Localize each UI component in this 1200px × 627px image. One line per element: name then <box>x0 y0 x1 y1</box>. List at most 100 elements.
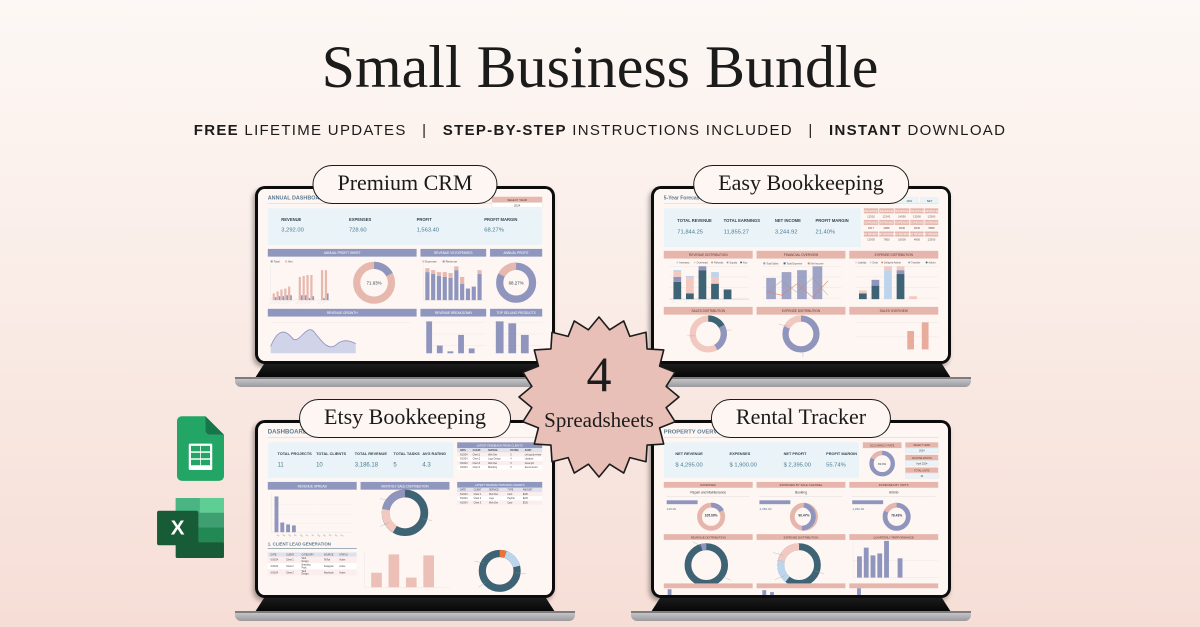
svg-text:DATE: DATE <box>460 449 466 452</box>
svg-text:Revenue: Revenue <box>446 259 458 263</box>
svg-text:11,855.27: 11,855.27 <box>724 229 749 235</box>
svg-text:2024: 2024 <box>919 450 925 453</box>
svg-text:REVENUE: REVENUE <box>281 217 301 222</box>
svg-text:REVENUE GROWTH: REVENUE GROWTH <box>327 311 358 315</box>
svg-text:Instagram: Instagram <box>324 565 334 568</box>
svg-text:Expense: Expense <box>425 259 437 263</box>
svg-text:Total Expense: Total Expense <box>787 262 803 265</box>
svg-text:3,186.18: 3,186.18 <box>355 462 379 468</box>
svg-text:$ 1,900.00: $ 1,900.00 <box>729 462 756 468</box>
svg-text:Debt: Debt <box>873 262 879 265</box>
svg-text:AVG RATING: AVG RATING <box>422 452 446 456</box>
svg-text:Airbnb: Airbnb <box>889 491 899 495</box>
svg-text:6/10/24: 6/10/24 <box>460 502 468 504</box>
svg-text:REVENUE: REVENUE <box>925 209 939 213</box>
svg-text:Client 4: Client 4 <box>473 466 481 469</box>
svg-text:REVENUE VS EXPENSES: REVENUE VS EXPENSES <box>434 251 472 255</box>
svg-text:Branding: Branding <box>488 466 498 469</box>
svg-text:Web: Web <box>302 571 307 573</box>
svg-text:CLIENT: CLIENT <box>286 554 295 556</box>
svg-text:$ 2,395.00: $ 2,395.00 <box>784 462 811 468</box>
svg-text:12930: 12930 <box>867 238 875 242</box>
svg-text:10: 10 <box>316 462 323 468</box>
svg-text:145.00: 145.00 <box>667 507 677 511</box>
svg-text:PROFIT MARGIN: PROFIT MARGIN <box>484 217 517 222</box>
svg-text:Client 1: Client 1 <box>474 493 482 496</box>
svg-text:SALES DISTRIBUTION: SALES DISTRIBUTION <box>691 309 725 313</box>
svg-text:PROFIT: PROFIT <box>417 217 433 222</box>
svg-text:10500: 10500 <box>898 238 906 242</box>
svg-text:TOTAL TASKS: TOTAL TASKS <box>393 452 420 456</box>
svg-text:6/10/24: 6/10/24 <box>460 467 468 469</box>
svg-text:NET INCOME: NET INCOME <box>775 218 801 223</box>
svg-text:TOTAL CLIENTS: TOTAL CLIENTS <box>316 452 346 456</box>
svg-text:12510: 12510 <box>867 215 875 219</box>
svg-text:EXPENSE DISTRIBUTION: EXPENSE DISTRIBUTION <box>875 253 914 257</box>
svg-text:68.27%: 68.27% <box>484 228 504 234</box>
svg-text:Design: Design <box>302 561 310 563</box>
svg-text:$310: $310 <box>523 502 529 504</box>
svg-text:Logo: Logo <box>489 498 495 500</box>
svg-text:ANNUAL PROFIT SHEET: ANNUAL PROFIT SHEET <box>324 251 361 255</box>
svg-text:MONTHLY SALE DISTRIBUTION: MONTHLY SALE DISTRIBUTION <box>381 484 429 488</box>
svg-text:Facebook: Facebook <box>324 572 335 574</box>
svg-text:SET: SET <box>927 199 933 203</box>
svg-text:1,290.00: 1,290.00 <box>852 507 864 511</box>
svg-text:6/10/24: 6/10/24 <box>271 566 279 568</box>
svg-text:TOTAL UNITS: TOTAL UNITS <box>914 469 930 472</box>
svg-text:NET REVENUE: NET REVENUE <box>923 233 940 236</box>
svg-text:SELECT YEAR: SELECT YEAR <box>914 444 931 447</box>
svg-text:Logo Design: Logo Design <box>488 459 501 461</box>
svg-text:728.60: 728.60 <box>349 228 367 234</box>
svg-text:5-Year Forecast: 5-Year Forecast <box>664 196 702 202</box>
svg-text:SOURCE: SOURCE <box>324 554 334 556</box>
svg-text:REVENUE DISTRIBUTION: REVENUE DISTRIBUTION <box>689 253 728 257</box>
svg-text:EXPENSE DISTRIBUTION: EXPENSE DISTRIBUTION <box>782 309 821 313</box>
svg-text:11: 11 <box>277 462 284 468</box>
svg-text:5888: 5888 <box>928 226 935 230</box>
svg-text:REVENUE: REVENUE <box>895 209 909 213</box>
svg-text:LATEST TRANSACTION WITH CLIENT: LATEST TRANSACTION WITH CLIENTS <box>475 483 525 487</box>
svg-text:12500: 12500 <box>913 215 921 219</box>
svg-text:3,244.92: 3,244.92 <box>775 229 798 235</box>
svg-text:6/10/24: 6/10/24 <box>460 498 468 500</box>
svg-text:LATEST FEEDBACK FROM CLIENTS: LATEST FEEDBACK FROM CLIENTS <box>477 443 523 447</box>
svg-text:105.00%: 105.00% <box>705 514 718 518</box>
svg-text:Net: Net <box>288 259 293 263</box>
svg-text:4840: 4840 <box>914 226 921 230</box>
svg-text:Web Dev: Web Dev <box>489 502 499 504</box>
svg-text:$220: $220 <box>523 498 529 500</box>
svg-text:AMOUNT: AMOUNT <box>523 489 533 492</box>
svg-text:Active: Active <box>339 571 346 574</box>
svg-text:TOTAL EARNINGS: TOTAL EARNINGS <box>724 218 761 223</box>
svg-text:EXPENSES: EXPENSES <box>700 483 716 487</box>
svg-text:4,350.00: 4,350.00 <box>759 507 771 511</box>
svg-text:EXPENSE: EXPENSE <box>880 220 893 224</box>
svg-text:Web: Web <box>302 558 307 560</box>
svg-text:CLIENT: CLIENT <box>474 490 483 492</box>
svg-text:6/10/24: 6/10/24 <box>460 454 468 456</box>
svg-text:Client 2: Client 2 <box>286 565 294 568</box>
svg-text:4.3: 4.3 <box>422 462 431 468</box>
svg-text:SALES OVERVIEW: SALES OVERVIEW <box>880 309 908 313</box>
svg-text:Client 2: Client 2 <box>473 458 481 461</box>
svg-text:6/10/24: 6/10/24 <box>460 494 468 496</box>
svg-text:71.63%: 71.63% <box>367 281 382 286</box>
svg-text:Repair and Maintenance: Repair and Maintenance <box>690 491 726 495</box>
svg-text:$400: $400 <box>523 494 529 496</box>
svg-text:12500: 12500 <box>928 215 936 219</box>
svg-text:Card: Card <box>507 493 513 496</box>
svg-text:Active: Active <box>339 565 346 568</box>
svg-text:EXPENSES BY SALE CHANNEL: EXPENSES BY SALE CHANNEL <box>780 483 823 487</box>
svg-text:SERVICE: SERVICE <box>489 490 499 492</box>
svg-text:Delayed Admin: Delayed Admin <box>884 262 901 265</box>
svg-text:PROFIT MARGIN: PROFIT MARGIN <box>826 452 857 456</box>
svg-text:REVENUE: REVENUE <box>864 209 878 213</box>
svg-text:Card: Card <box>507 501 513 504</box>
svg-text:SELECT YEAR: SELECT YEAR <box>507 198 527 202</box>
svg-text:Net Income: Net Income <box>811 262 824 265</box>
svg-text:CATEGORY: CATEGORY <box>302 553 315 556</box>
svg-text:PayPal: PayPal <box>507 498 515 500</box>
svg-text:Admin: Admin <box>929 262 937 265</box>
svg-text:Client 2: Client 2 <box>474 497 482 500</box>
